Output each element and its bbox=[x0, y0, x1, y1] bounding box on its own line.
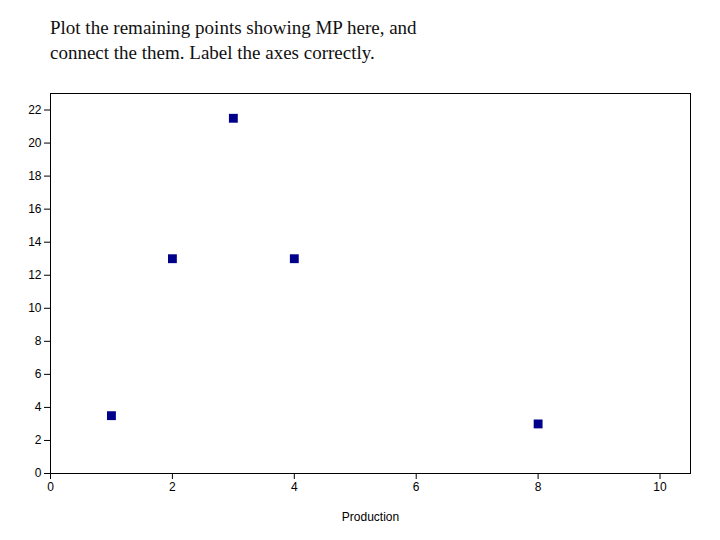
svg-text:8: 8 bbox=[535, 480, 542, 494]
svg-text:12: 12 bbox=[28, 268, 42, 282]
svg-text:2: 2 bbox=[35, 434, 42, 448]
svg-text:8: 8 bbox=[35, 335, 42, 349]
svg-text:16: 16 bbox=[28, 202, 42, 216]
svg-text:6: 6 bbox=[35, 368, 42, 382]
svg-text:0: 0 bbox=[47, 480, 54, 494]
svg-text:18: 18 bbox=[28, 169, 42, 183]
html-text:Plot the remaining points show: Plot the remaining points showing MP her… bbox=[50, 17, 417, 63]
svg-text:4: 4 bbox=[291, 480, 298, 494]
svg-text:6: 6 bbox=[413, 480, 420, 494]
svg-text:0: 0 bbox=[35, 467, 42, 481]
svg-text:10: 10 bbox=[28, 301, 42, 315]
svg-text:14: 14 bbox=[28, 235, 42, 249]
svg-text:4: 4 bbox=[35, 401, 42, 415]
svg-text:20: 20 bbox=[28, 136, 42, 150]
svg-text:Production: Production bbox=[342, 510, 399, 524]
svg-text:22: 22 bbox=[28, 103, 42, 117]
svg-text:2: 2 bbox=[169, 480, 176, 494]
svg-text:10: 10 bbox=[653, 480, 667, 494]
